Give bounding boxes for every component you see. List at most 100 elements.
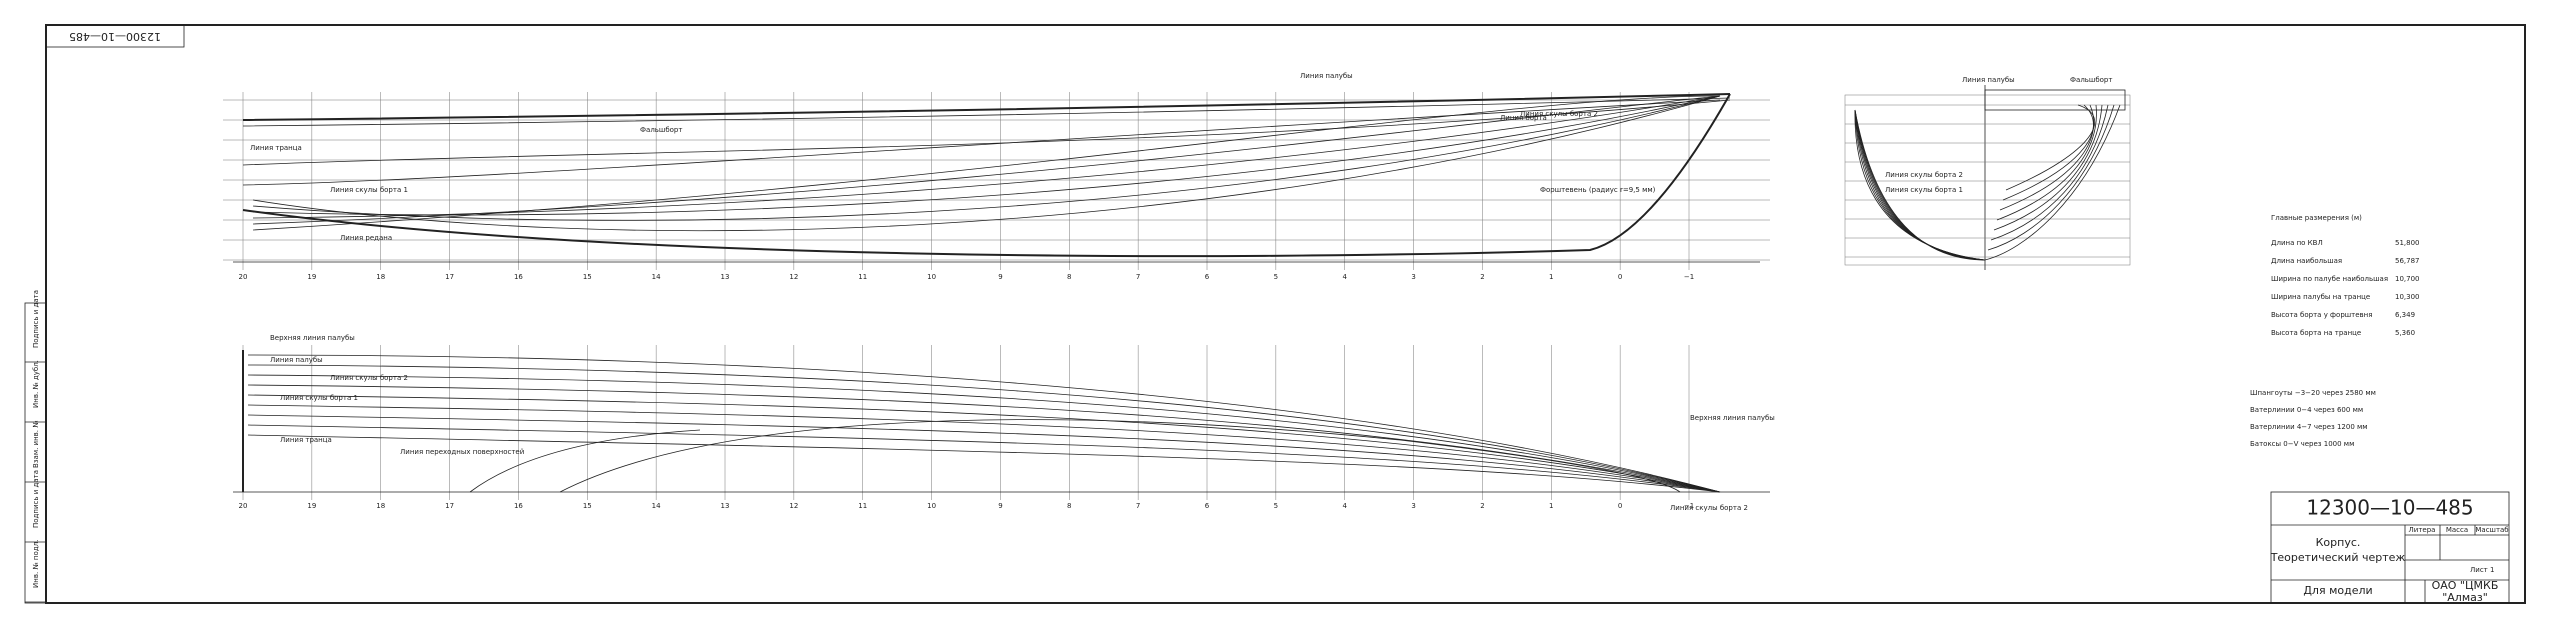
plan-label: Линия скулы борта 1 [280, 394, 358, 402]
dim-name: Длина по КВЛ [2271, 239, 2323, 247]
dim-value: 5,360 [2395, 329, 2415, 337]
station-label: 1 [1549, 502, 1553, 510]
frame-fwd [1990, 104, 2109, 241]
frame-aft [1854, 109, 1986, 261]
plan-label: Линия скулы борта 2 [330, 374, 408, 382]
station-label: 15 [583, 502, 592, 510]
tb-header: Масса [2446, 526, 2468, 534]
station-label: 13 [721, 273, 730, 281]
dim-value: 10,300 [2395, 293, 2420, 301]
station-label: 4 [1342, 502, 1347, 510]
plan-label: Линия скулы борта 2 [1670, 504, 1748, 512]
dim-value: 56,787 [2395, 257, 2420, 265]
station-label: 8 [1067, 273, 1071, 281]
buttock [252, 95, 1721, 216]
halfbreadth [247, 364, 1721, 493]
station-label: 9 [998, 273, 1002, 281]
halfbreadth [247, 354, 1721, 493]
station-label: 17 [445, 273, 454, 281]
chine [242, 99, 1731, 166]
station-label: 0 [1618, 273, 1622, 281]
station-label: 3 [1411, 502, 1415, 510]
side-stamp-text: Подпись и дата [32, 290, 40, 348]
deck [242, 97, 1731, 127]
station-label: 18 [376, 502, 385, 510]
buttock [252, 95, 1721, 232]
profile-label: Линия борта [1500, 114, 1547, 122]
dim-value: 10,700 [2395, 275, 2420, 283]
station-label: 3 [1411, 273, 1415, 281]
dim-name: Высота борта на транце [2271, 329, 2361, 337]
station-label: 12 [789, 502, 798, 510]
halfbreadth [469, 429, 701, 493]
keel [242, 93, 1731, 258]
station-label: 14 [652, 502, 661, 510]
station-label: 18 [376, 273, 385, 281]
note: Батоксы 0−V через 1000 мм [2250, 440, 2354, 448]
side-stamp-box [24, 302, 47, 604]
profile-label: Форштевень (радиус r=9,5 мм) [1540, 186, 1656, 194]
station-label: 6 [1205, 273, 1210, 281]
dim-value: 6,349 [2395, 311, 2415, 319]
station-label: −1 [1684, 502, 1694, 510]
station-label: 19 [307, 502, 316, 510]
halfbreadth [247, 424, 1721, 493]
frame-fwd [1996, 104, 2097, 221]
station-label: 17 [445, 502, 454, 510]
station-label: 5 [1274, 273, 1278, 281]
buttock [252, 95, 1721, 219]
tb-company: "Алмаз" [2442, 591, 2488, 604]
profile-label: Линия транца [250, 144, 302, 152]
frame-fwd [1987, 104, 2115, 251]
profile-label: Фальшборт [640, 126, 682, 134]
dim-value: 51,800 [2395, 239, 2420, 247]
body-label: Линия скулы борта 2 [1885, 171, 1963, 179]
station-label: 2 [1480, 502, 1484, 510]
stamp-box [45, 24, 185, 48]
frame-fwd [1984, 104, 2121, 261]
station-label: 20 [239, 273, 248, 281]
station-label: 15 [583, 273, 592, 281]
station-label: 5 [1274, 502, 1278, 510]
station-label: 13 [721, 502, 730, 510]
tb-name: Корпус. [2316, 536, 2361, 549]
body-label: Линия скулы борта 1 [1885, 186, 1963, 194]
plan-label: Линия палубы [270, 356, 323, 364]
body-frame [1844, 94, 2131, 266]
buttock [252, 95, 1721, 231]
side-stamp-text: Инв. № дубл. [32, 360, 40, 408]
frame [45, 24, 2526, 604]
station-label: 16 [514, 502, 523, 510]
frame-fwd [2005, 104, 2096, 191]
side-stamp-text: Подпись и дата [32, 470, 40, 528]
note: Ватерлинии 0−4 через 600 мм [2250, 406, 2363, 414]
plan-label: Верхняя линия палубы [1690, 414, 1775, 422]
station-label: 7 [1136, 502, 1140, 510]
side-stamp-text: Взам. инв. № [32, 420, 40, 468]
tb-header: Литера [2409, 526, 2436, 534]
station-label: 10 [927, 502, 936, 510]
station-label: 6 [1205, 502, 1210, 510]
deck-box [1984, 89, 2126, 111]
station-label: 11 [858, 273, 867, 281]
tb-number: 12300—10—485 [2306, 496, 2473, 520]
frame-fwd [2002, 104, 2094, 201]
halfbreadth [247, 404, 1721, 493]
profile-label: Линия палубы [1300, 72, 1353, 80]
dim-name: Ширина по палубе наибольшая [2271, 275, 2388, 283]
halfbreadth [247, 384, 1721, 493]
sheer [242, 93, 1731, 121]
body-label: Линия палубы [1962, 76, 2015, 84]
station-label: 1 [1549, 273, 1553, 281]
chine [242, 99, 1721, 186]
buttock [252, 95, 1721, 221]
profile-label: Линия редана [340, 234, 392, 242]
frame-fwd [1999, 104, 2095, 211]
station-label: 2 [1480, 273, 1484, 281]
station-label: 11 [858, 502, 867, 510]
plan-label: Верхняя линия палубы [270, 334, 355, 342]
dim-name: Высота борта у форштевня [2271, 311, 2372, 319]
tb-header: Масштаб [2475, 526, 2508, 534]
halfbreadth [559, 419, 1681, 493]
